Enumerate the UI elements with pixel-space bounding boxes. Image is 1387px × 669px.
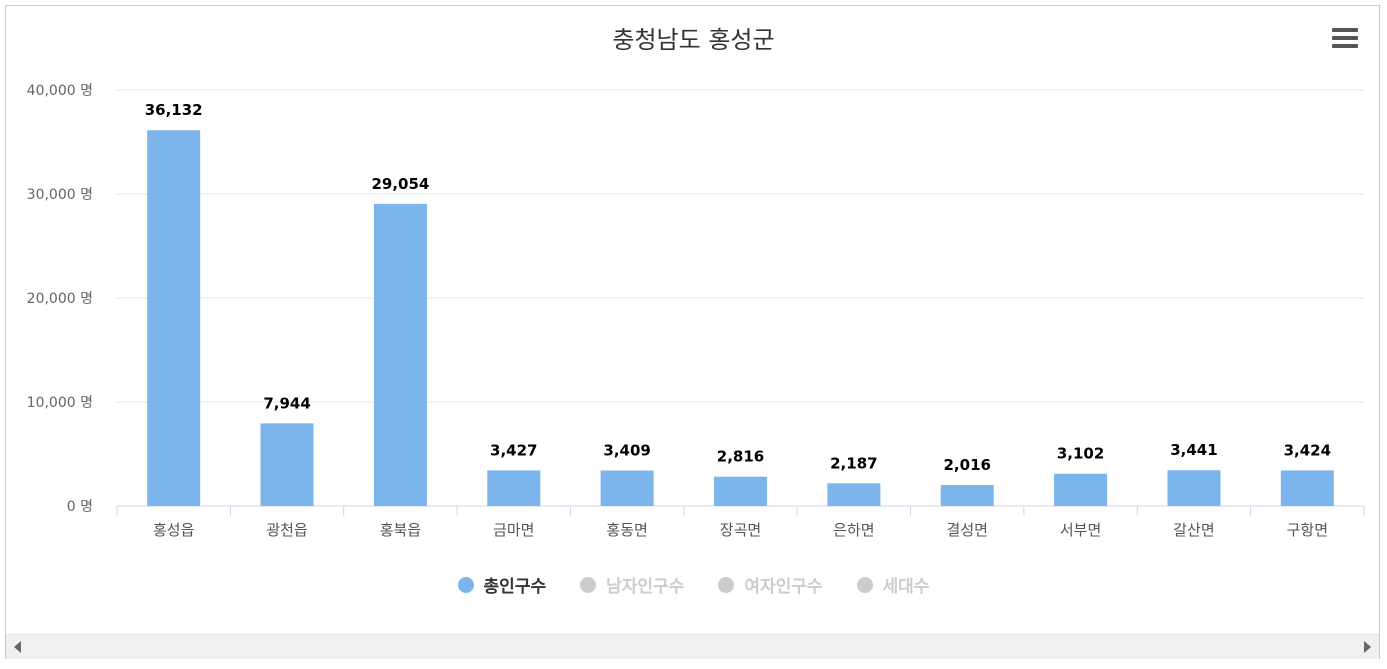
- legend-marker: [580, 576, 597, 593]
- bar[interactable]: [487, 470, 541, 506]
- bar[interactable]: [260, 423, 314, 506]
- legend-item[interactable]: 총인구수: [457, 572, 547, 597]
- chart-legend: 총인구수 남자인구수 여자인구수 세대수: [6, 572, 1381, 597]
- chart-container: 충청남도 홍성군 0 명 10,000 명 20,000 명 30,000 명 40,0…: [5, 5, 1380, 659]
- arrow-left-icon[interactable]: [14, 641, 21, 653]
- y-tick-label: 20,000 명: [27, 291, 93, 307]
- legend-label: 여자인구수: [744, 577, 823, 597]
- bar[interactable]: [147, 130, 201, 506]
- legend-item[interactable]: 여자인구수: [718, 572, 823, 597]
- y-tick-label: 10,000 명: [27, 395, 93, 411]
- menu-line: [1332, 28, 1358, 32]
- data-label: 2,016: [944, 456, 991, 474]
- bar[interactable]: [1167, 470, 1221, 506]
- bar[interactable]: [373, 203, 427, 507]
- legend-label: 남자인구수: [606, 577, 685, 597]
- data-label: 3,441: [1170, 441, 1217, 459]
- legend-marker: [457, 576, 474, 593]
- x-tick-label: 광천읍: [266, 521, 307, 539]
- bar[interactable]: [714, 476, 767, 506]
- legend-label: 총인구수: [483, 577, 547, 597]
- y-tick-label: 40,000 명: [27, 83, 93, 99]
- bar-chart: 0 명 10,000 명 20,000 명 30,000 명 40,000 명 36,13…: [27, 83, 1365, 539]
- legend-item[interactable]: 세대수: [856, 572, 930, 597]
- x-tick-label: 서부면: [1060, 521, 1101, 539]
- bar[interactable]: [827, 483, 881, 506]
- bar[interactable]: [1280, 470, 1334, 506]
- menu-line: [1332, 44, 1358, 48]
- y-tick-label: 0 명: [67, 499, 93, 515]
- data-label: 3,424: [1284, 441, 1331, 459]
- legend-label: 세대수: [882, 577, 930, 597]
- horizontal-scrollbar[interactable]: [6, 634, 1379, 659]
- bar[interactable]: [940, 485, 994, 506]
- data-label: 7,944: [263, 394, 310, 412]
- menu-line: [1332, 36, 1358, 40]
- x-tick-label: 홍북읍: [380, 521, 421, 539]
- data-label: 2,816: [717, 448, 764, 466]
- bar[interactable]: [1054, 473, 1108, 506]
- legend-marker: [718, 576, 735, 593]
- x-tick-label: 결성면: [947, 521, 988, 539]
- x-tick-label: 구항면: [1287, 521, 1328, 539]
- x-tick-label: 홍동면: [606, 521, 647, 539]
- x-tick-label: 은하면: [833, 521, 874, 539]
- chart-title: 충청남도 홍성군: [612, 26, 775, 54]
- data-label: 29,054: [371, 175, 429, 193]
- x-tick-label: 홍성읍: [153, 521, 194, 539]
- x-tick-label: 장곡면: [720, 521, 761, 539]
- data-label: 3,409: [603, 442, 650, 460]
- y-tick-label: 30,000 명: [27, 187, 93, 203]
- data-label: 3,102: [1057, 445, 1104, 463]
- data-label: 36,132: [145, 101, 203, 119]
- bar[interactable]: [600, 470, 654, 506]
- hamburger-menu-icon[interactable]: [1332, 28, 1358, 50]
- legend-marker: [856, 576, 873, 593]
- x-tick-label: 금마면: [493, 521, 534, 539]
- arrow-right-icon[interactable]: [1364, 641, 1371, 653]
- data-label: 2,187: [830, 454, 877, 472]
- data-label: 3,427: [490, 441, 537, 459]
- legend-item[interactable]: 남자인구수: [580, 572, 684, 597]
- x-tick-label: 갈산면: [1173, 521, 1214, 539]
